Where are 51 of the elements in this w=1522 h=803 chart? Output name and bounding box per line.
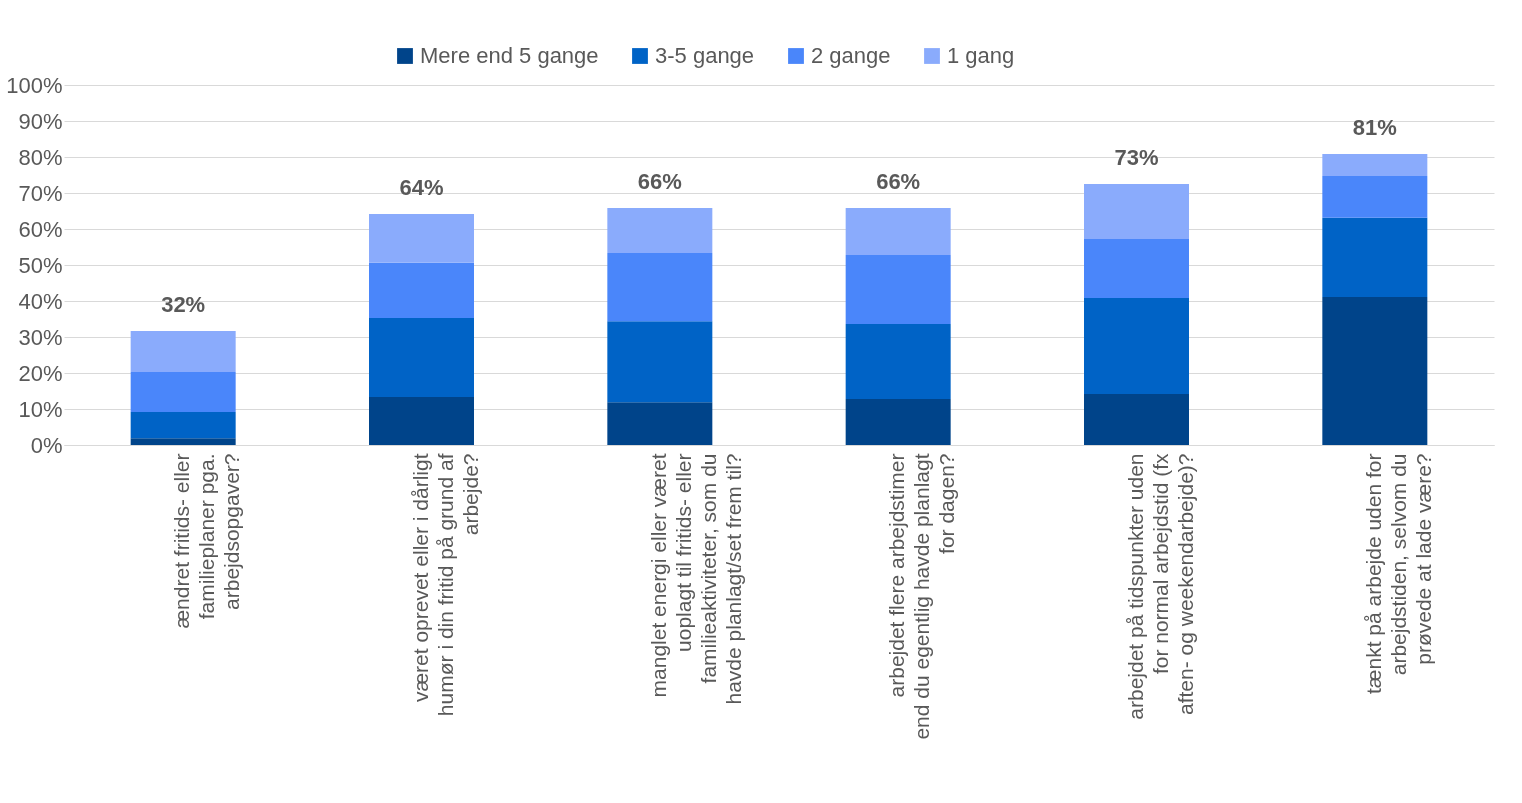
total-label: 66% xyxy=(876,169,921,195)
bar xyxy=(369,213,474,263)
bar xyxy=(1322,297,1428,445)
total-label: 66% xyxy=(637,169,682,195)
bar xyxy=(1322,217,1428,298)
total-label: 64% xyxy=(399,174,444,200)
bar xyxy=(1322,154,1428,177)
bar xyxy=(607,208,713,254)
y-tick-label: 0% xyxy=(30,432,63,458)
legend-label: 3-5 gange xyxy=(655,43,755,68)
bar xyxy=(845,208,951,255)
legend-label: 1 gang xyxy=(947,43,1015,68)
bar xyxy=(1084,393,1189,445)
bar xyxy=(130,438,236,445)
y-tick-label: 70% xyxy=(18,180,63,206)
y-tick-label: 40% xyxy=(18,288,63,314)
total-label: 73% xyxy=(1114,145,1159,170)
bar xyxy=(130,371,236,412)
bar xyxy=(607,321,713,403)
bar xyxy=(1322,176,1428,218)
bar xyxy=(845,398,951,445)
total-label: 32% xyxy=(161,291,206,317)
bar xyxy=(369,317,474,398)
y-tick-label: 30% xyxy=(18,324,63,350)
y-tick-label: 90% xyxy=(18,108,63,134)
bar xyxy=(369,397,474,445)
bar xyxy=(607,253,713,322)
x-tick-label: tænkt på arbejde uden for arbejdstiden, selvom du prøvede at lade være? xyxy=(1361,453,1435,694)
x-tick-label: ændret fritids- eller familieplaner pga. arbejdsopgaver? xyxy=(170,453,244,629)
x-tick-label: været oprevet eller i dårligt humør i din fritid på grund af arbejde? xyxy=(408,453,482,717)
bar xyxy=(130,411,236,439)
x-tick-label: manglet energi eller været uoplagt til fritids- eller familieaktiviteter, som du havde planlagt/set frem til? xyxy=(646,453,745,705)
y-tick-label: 80% xyxy=(18,144,63,170)
y-tick-label: 10% xyxy=(18,396,63,422)
bar xyxy=(845,324,951,399)
y-tick-label: 100% xyxy=(6,72,63,98)
x-tick-label: arbejdet flere arbejdstimer end du egentlig havde planlagt for dagen? xyxy=(885,453,959,740)
bar xyxy=(130,330,236,372)
bar xyxy=(1084,239,1189,299)
legend-label: Mere end 5 gange xyxy=(420,43,599,68)
y-tick-label: 60% xyxy=(18,216,63,242)
bar xyxy=(1084,184,1189,240)
x-tick-label: arbejdet på tidspunkter uden for normal arbejdstid (fx aften- og weekendarbejde)? xyxy=(1123,453,1197,720)
legend-label: 2 gange xyxy=(811,43,891,68)
y-tick-label: 50% xyxy=(18,252,63,278)
y-tick-label: 20% xyxy=(18,360,63,386)
bar xyxy=(369,262,474,318)
bar xyxy=(845,254,951,325)
bar xyxy=(1084,298,1189,394)
total-label: 81% xyxy=(1352,115,1397,141)
bar xyxy=(607,402,713,445)
